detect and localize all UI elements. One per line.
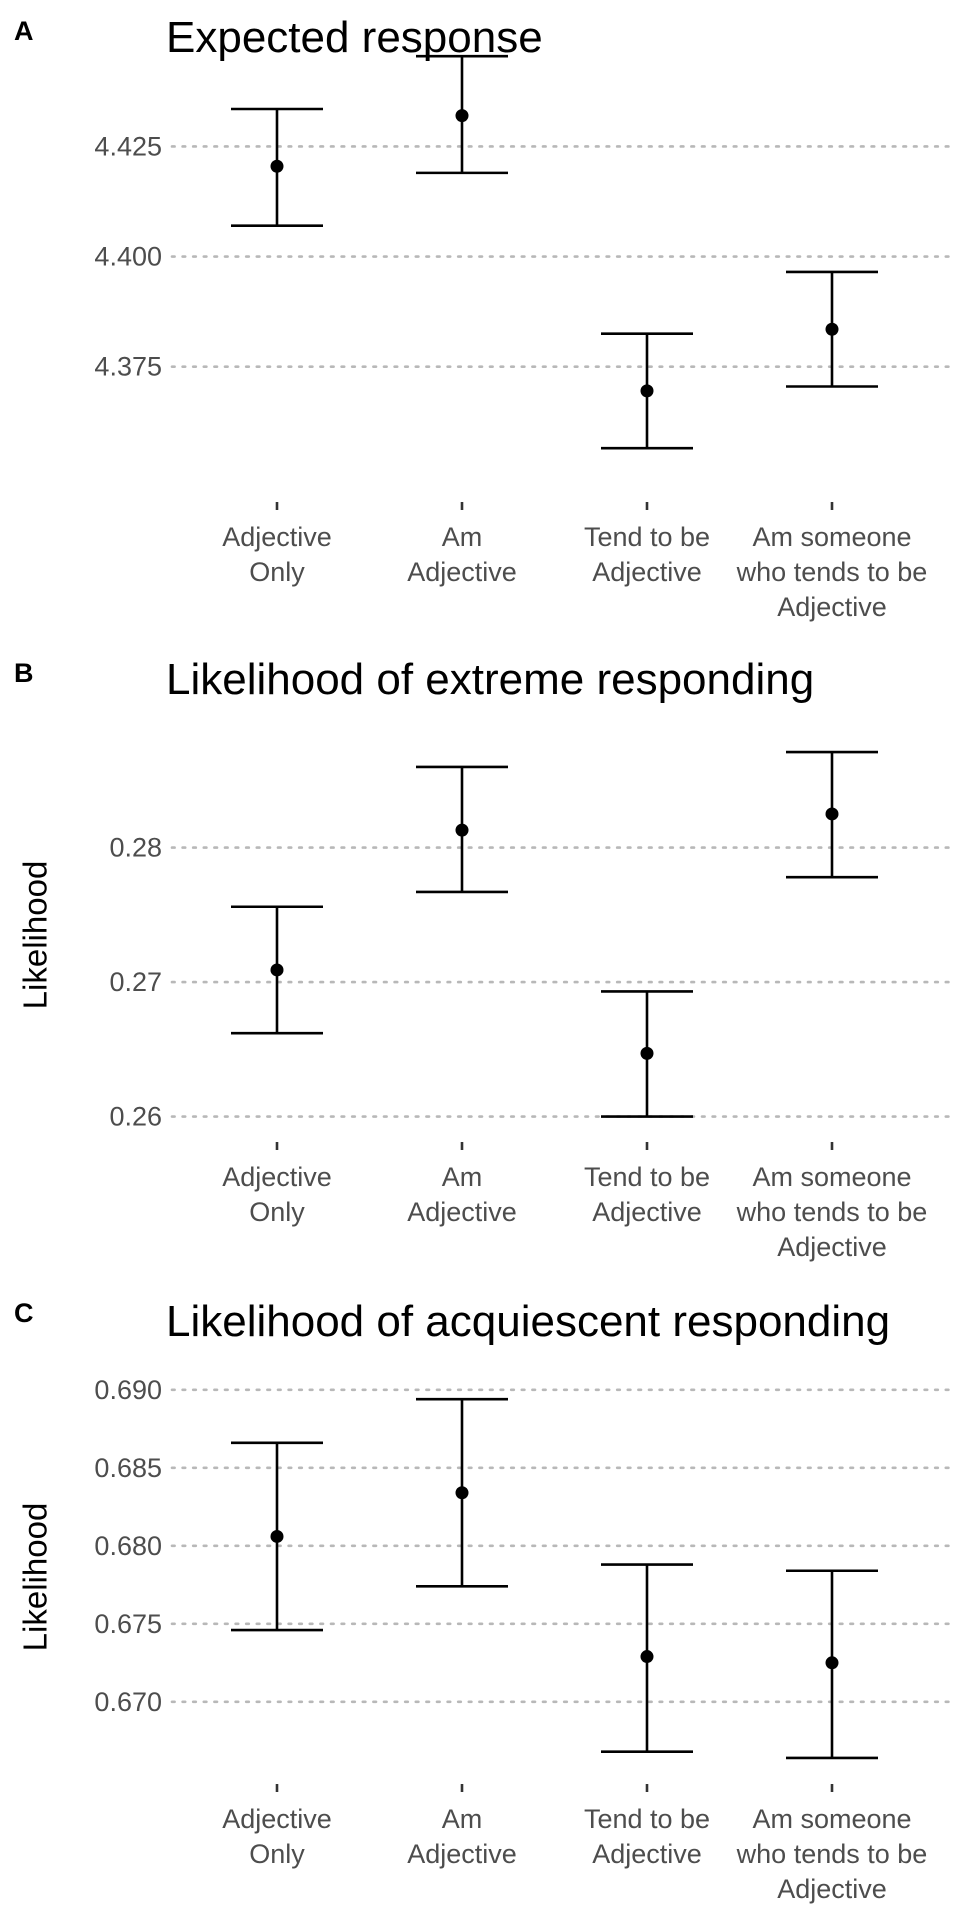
x-tick-label: who tends to be	[736, 1197, 928, 1227]
y-tick-label: 4.400	[94, 242, 162, 272]
y-tick-label: 0.690	[94, 1375, 162, 1405]
data-point	[825, 807, 839, 821]
x-tick-label: Adjective	[407, 1839, 517, 1869]
x-tick-label: Adjective	[592, 1839, 702, 1869]
data-point	[270, 1529, 284, 1543]
data-point	[270, 159, 284, 173]
x-tick-label: Adjective	[407, 1197, 517, 1227]
y-tick-label: 0.27	[109, 967, 162, 997]
data-point	[640, 1046, 654, 1060]
y-tick-label: 4.425	[94, 131, 162, 161]
data-point	[825, 322, 839, 336]
x-tick-label: Only	[249, 557, 305, 587]
data-point	[825, 1656, 839, 1670]
y-tick-label: 0.680	[94, 1531, 162, 1561]
x-tick-label: Adjective	[592, 557, 702, 587]
x-tick-label: Am someone	[752, 522, 911, 552]
panel-label: B	[14, 658, 34, 688]
data-point	[455, 109, 469, 123]
y-axis-label: Likelihood	[17, 861, 54, 1010]
x-tick-label: Am someone	[752, 1804, 911, 1834]
panel-title: Likelihood of extreme responding	[166, 655, 814, 704]
data-point	[640, 384, 654, 398]
x-tick-label: Adjective	[222, 522, 332, 552]
x-tick-label: Adjective	[222, 1162, 332, 1192]
x-tick-label: Am someone	[752, 1162, 911, 1192]
x-tick-label: Am	[442, 1162, 483, 1192]
y-tick-label: 0.675	[94, 1609, 162, 1639]
data-point	[270, 963, 284, 977]
panel-label: C	[14, 1298, 34, 1328]
y-tick-label: 0.670	[94, 1687, 162, 1717]
y-tick-label: 0.28	[109, 833, 162, 863]
x-tick-label: Am	[442, 1804, 483, 1834]
x-tick-label: Adjective	[222, 1804, 332, 1834]
x-tick-label: Adjective	[592, 1197, 702, 1227]
panel-title: Expected response	[166, 13, 543, 62]
y-tick-label: 4.375	[94, 352, 162, 382]
x-tick-label: Only	[249, 1839, 305, 1869]
x-tick-label: who tends to be	[736, 1839, 928, 1869]
x-tick-label: who tends to be	[736, 557, 928, 587]
x-tick-label: Tend to be	[584, 522, 710, 552]
y-tick-label: 0.685	[94, 1453, 162, 1483]
x-tick-label: Am	[442, 522, 483, 552]
x-tick-label: Adjective	[407, 557, 517, 587]
x-tick-label: Tend to be	[584, 1804, 710, 1834]
x-tick-label: Adjective	[777, 592, 887, 622]
data-point	[640, 1650, 654, 1664]
x-tick-label: Tend to be	[584, 1162, 710, 1192]
y-tick-label: 0.26	[109, 1102, 162, 1132]
data-point	[455, 823, 469, 837]
panel-title: Likelihood of acquiescent responding	[166, 1297, 890, 1346]
x-tick-label: Adjective	[777, 1874, 887, 1904]
data-point	[455, 1486, 469, 1500]
panel-label: A	[14, 16, 34, 46]
x-tick-label: Only	[249, 1197, 305, 1227]
x-tick-label: Adjective	[777, 1232, 887, 1262]
y-axis-label: Likelihood	[17, 1503, 54, 1652]
